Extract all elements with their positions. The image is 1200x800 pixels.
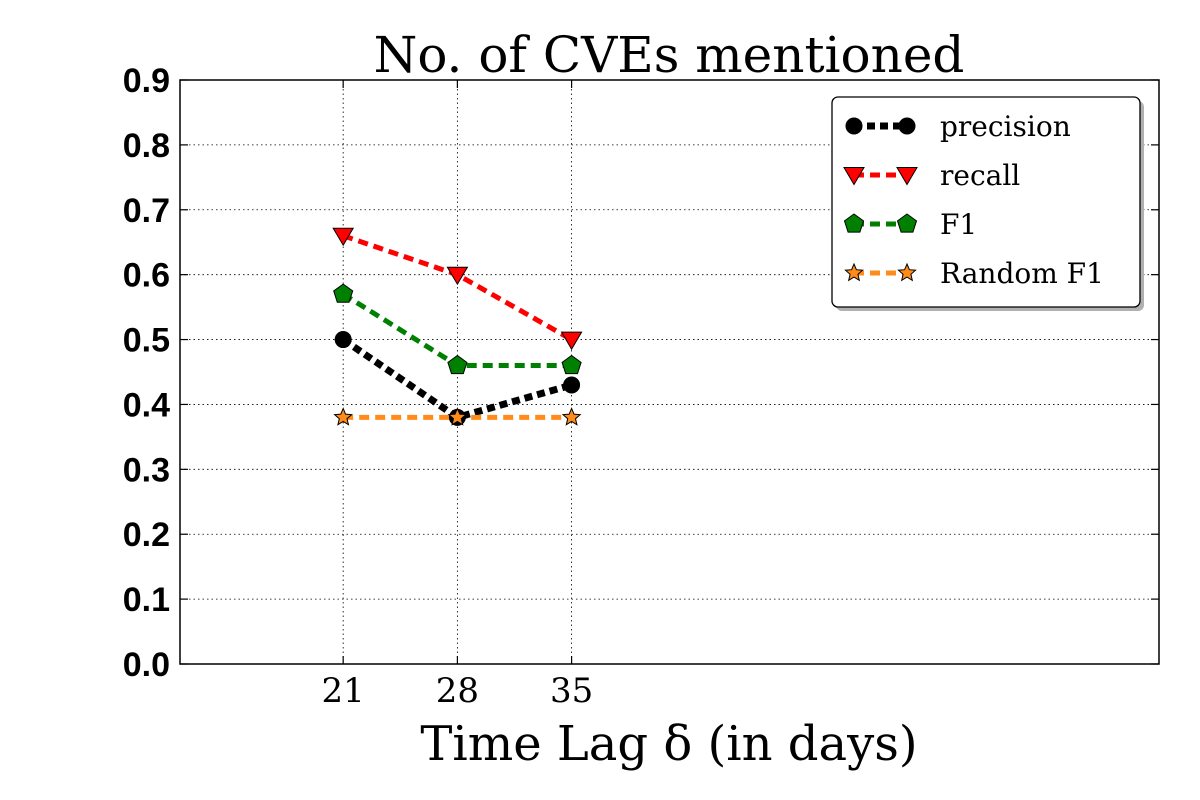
y-tick-label: 0.9 xyxy=(123,62,170,100)
data-point-recall xyxy=(446,266,469,286)
chart-title: No. of CVEs mentioned xyxy=(374,26,965,84)
legend-marker-precision xyxy=(898,117,916,135)
y-tick-label: 0.0 xyxy=(123,646,170,684)
series-line-precision xyxy=(341,336,573,422)
legend-marker-random-f1 xyxy=(844,262,864,282)
y-tick-label: 0.5 xyxy=(123,322,170,360)
y-tick-label: 0.2 xyxy=(123,516,170,554)
legend-marker-recall xyxy=(896,167,918,186)
y-tick-label: 0.4 xyxy=(123,386,170,424)
data-point-recall xyxy=(560,331,583,351)
x-tick-label: 28 xyxy=(436,671,479,711)
y-tick-label: 0.8 xyxy=(123,127,170,165)
legend-marker-f1 xyxy=(843,213,865,233)
y-tick-label: 0.1 xyxy=(123,581,170,619)
series-markers xyxy=(332,227,583,426)
legend-box xyxy=(831,96,1141,308)
x-axis-label: Time Lag δ (in days) xyxy=(420,716,917,772)
data-point-f1 xyxy=(333,283,354,303)
x-axis-ticks: 21 28 35 xyxy=(322,80,593,711)
data-point-f1 xyxy=(561,354,582,375)
legend: precision recall F1 Random F1 xyxy=(831,96,1144,311)
y-tick-label: 0.6 xyxy=(123,257,170,295)
x-tick-label: 21 xyxy=(322,671,365,711)
legend-marker-f1 xyxy=(896,213,918,233)
legend-label-random-f1: Random F1 xyxy=(940,257,1104,290)
data-point-random-f1 xyxy=(447,407,468,426)
data-point-precision xyxy=(334,331,352,349)
data-point-random-f1 xyxy=(561,407,582,426)
data-point-f1 xyxy=(447,354,468,375)
legend-label-recall: recall xyxy=(940,159,1020,192)
legend-marker-recall xyxy=(843,167,865,186)
y-tick-label: 0.3 xyxy=(123,451,170,489)
data-point-recall xyxy=(332,227,355,247)
x-tick-label: 35 xyxy=(550,671,593,711)
y-tick-label: 0.7 xyxy=(123,192,170,230)
legend-marker-random-f1 xyxy=(897,262,917,282)
legend-label-precision: precision xyxy=(940,110,1071,143)
series-lines xyxy=(341,233,573,422)
legend-marker-precision xyxy=(845,117,863,135)
plot-frame xyxy=(179,79,1160,665)
data-point-precision xyxy=(563,376,581,394)
legend-label-f1: F1 xyxy=(940,208,977,241)
y-axis-ticks: 0.0 0.1 0.2 0.3 0.4 0.5 0.6 0.7 0.8 0.9 xyxy=(123,62,1159,684)
data-point-random-f1 xyxy=(333,407,353,426)
